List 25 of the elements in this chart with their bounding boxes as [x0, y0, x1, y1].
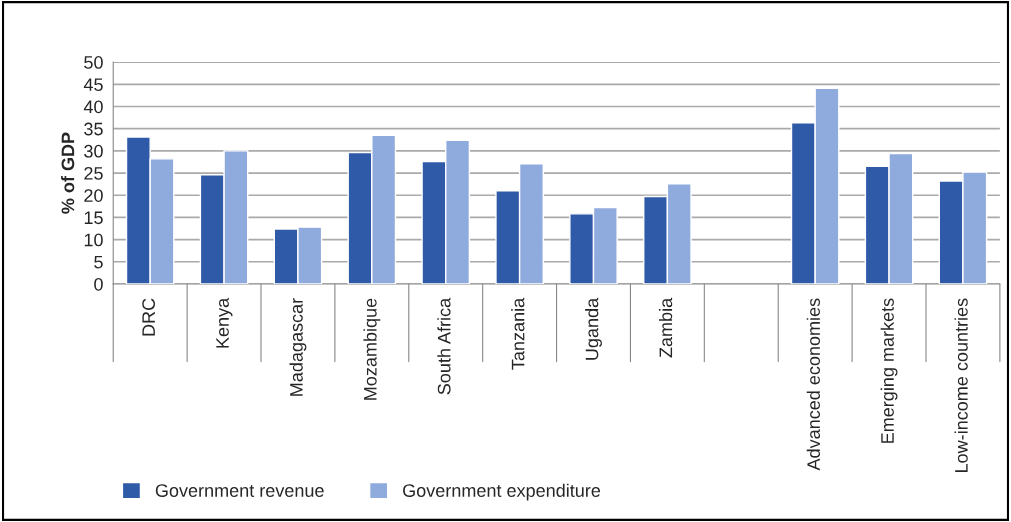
x-tick-label: Madagascar: [289, 298, 307, 396]
y-tick-label: 35: [84, 122, 103, 136]
y-tick-label: 15: [84, 211, 103, 225]
x-tick-label: Zambia: [658, 297, 673, 358]
y-tick-label: 20: [84, 189, 103, 202]
x-tick-label: Tanzania: [511, 297, 525, 370]
y-axis-title: % of GDP: [61, 132, 75, 214]
x-tick-label: Mozambique: [363, 298, 381, 400]
x-tick-label: Advanced economies: [806, 298, 821, 471]
y-tick-label: 45: [83, 78, 103, 92]
y-tick-label: 5: [94, 255, 103, 269]
y-tick-label: 0: [94, 277, 103, 291]
y-tick-label: 40: [83, 100, 103, 114]
x-tick-label: DRC: [142, 298, 156, 336]
legend-label: Government expenditure: [403, 483, 601, 501]
y-tick-label: 30: [84, 144, 103, 158]
y-tick-label: 25: [84, 166, 103, 180]
x-tick-label: Emerging markets: [880, 298, 898, 443]
legend-label: Government revenue: [155, 484, 324, 497]
y-tick-label: 10: [84, 233, 103, 247]
x-tick-label: Kenya: [216, 297, 233, 348]
x-tick-label: Low-income countries: [954, 298, 968, 472]
x-tick-label: South Africa: [437, 297, 451, 395]
x-tick-label: Uganda: [585, 297, 602, 360]
y-tick-label: 50: [84, 56, 103, 69]
